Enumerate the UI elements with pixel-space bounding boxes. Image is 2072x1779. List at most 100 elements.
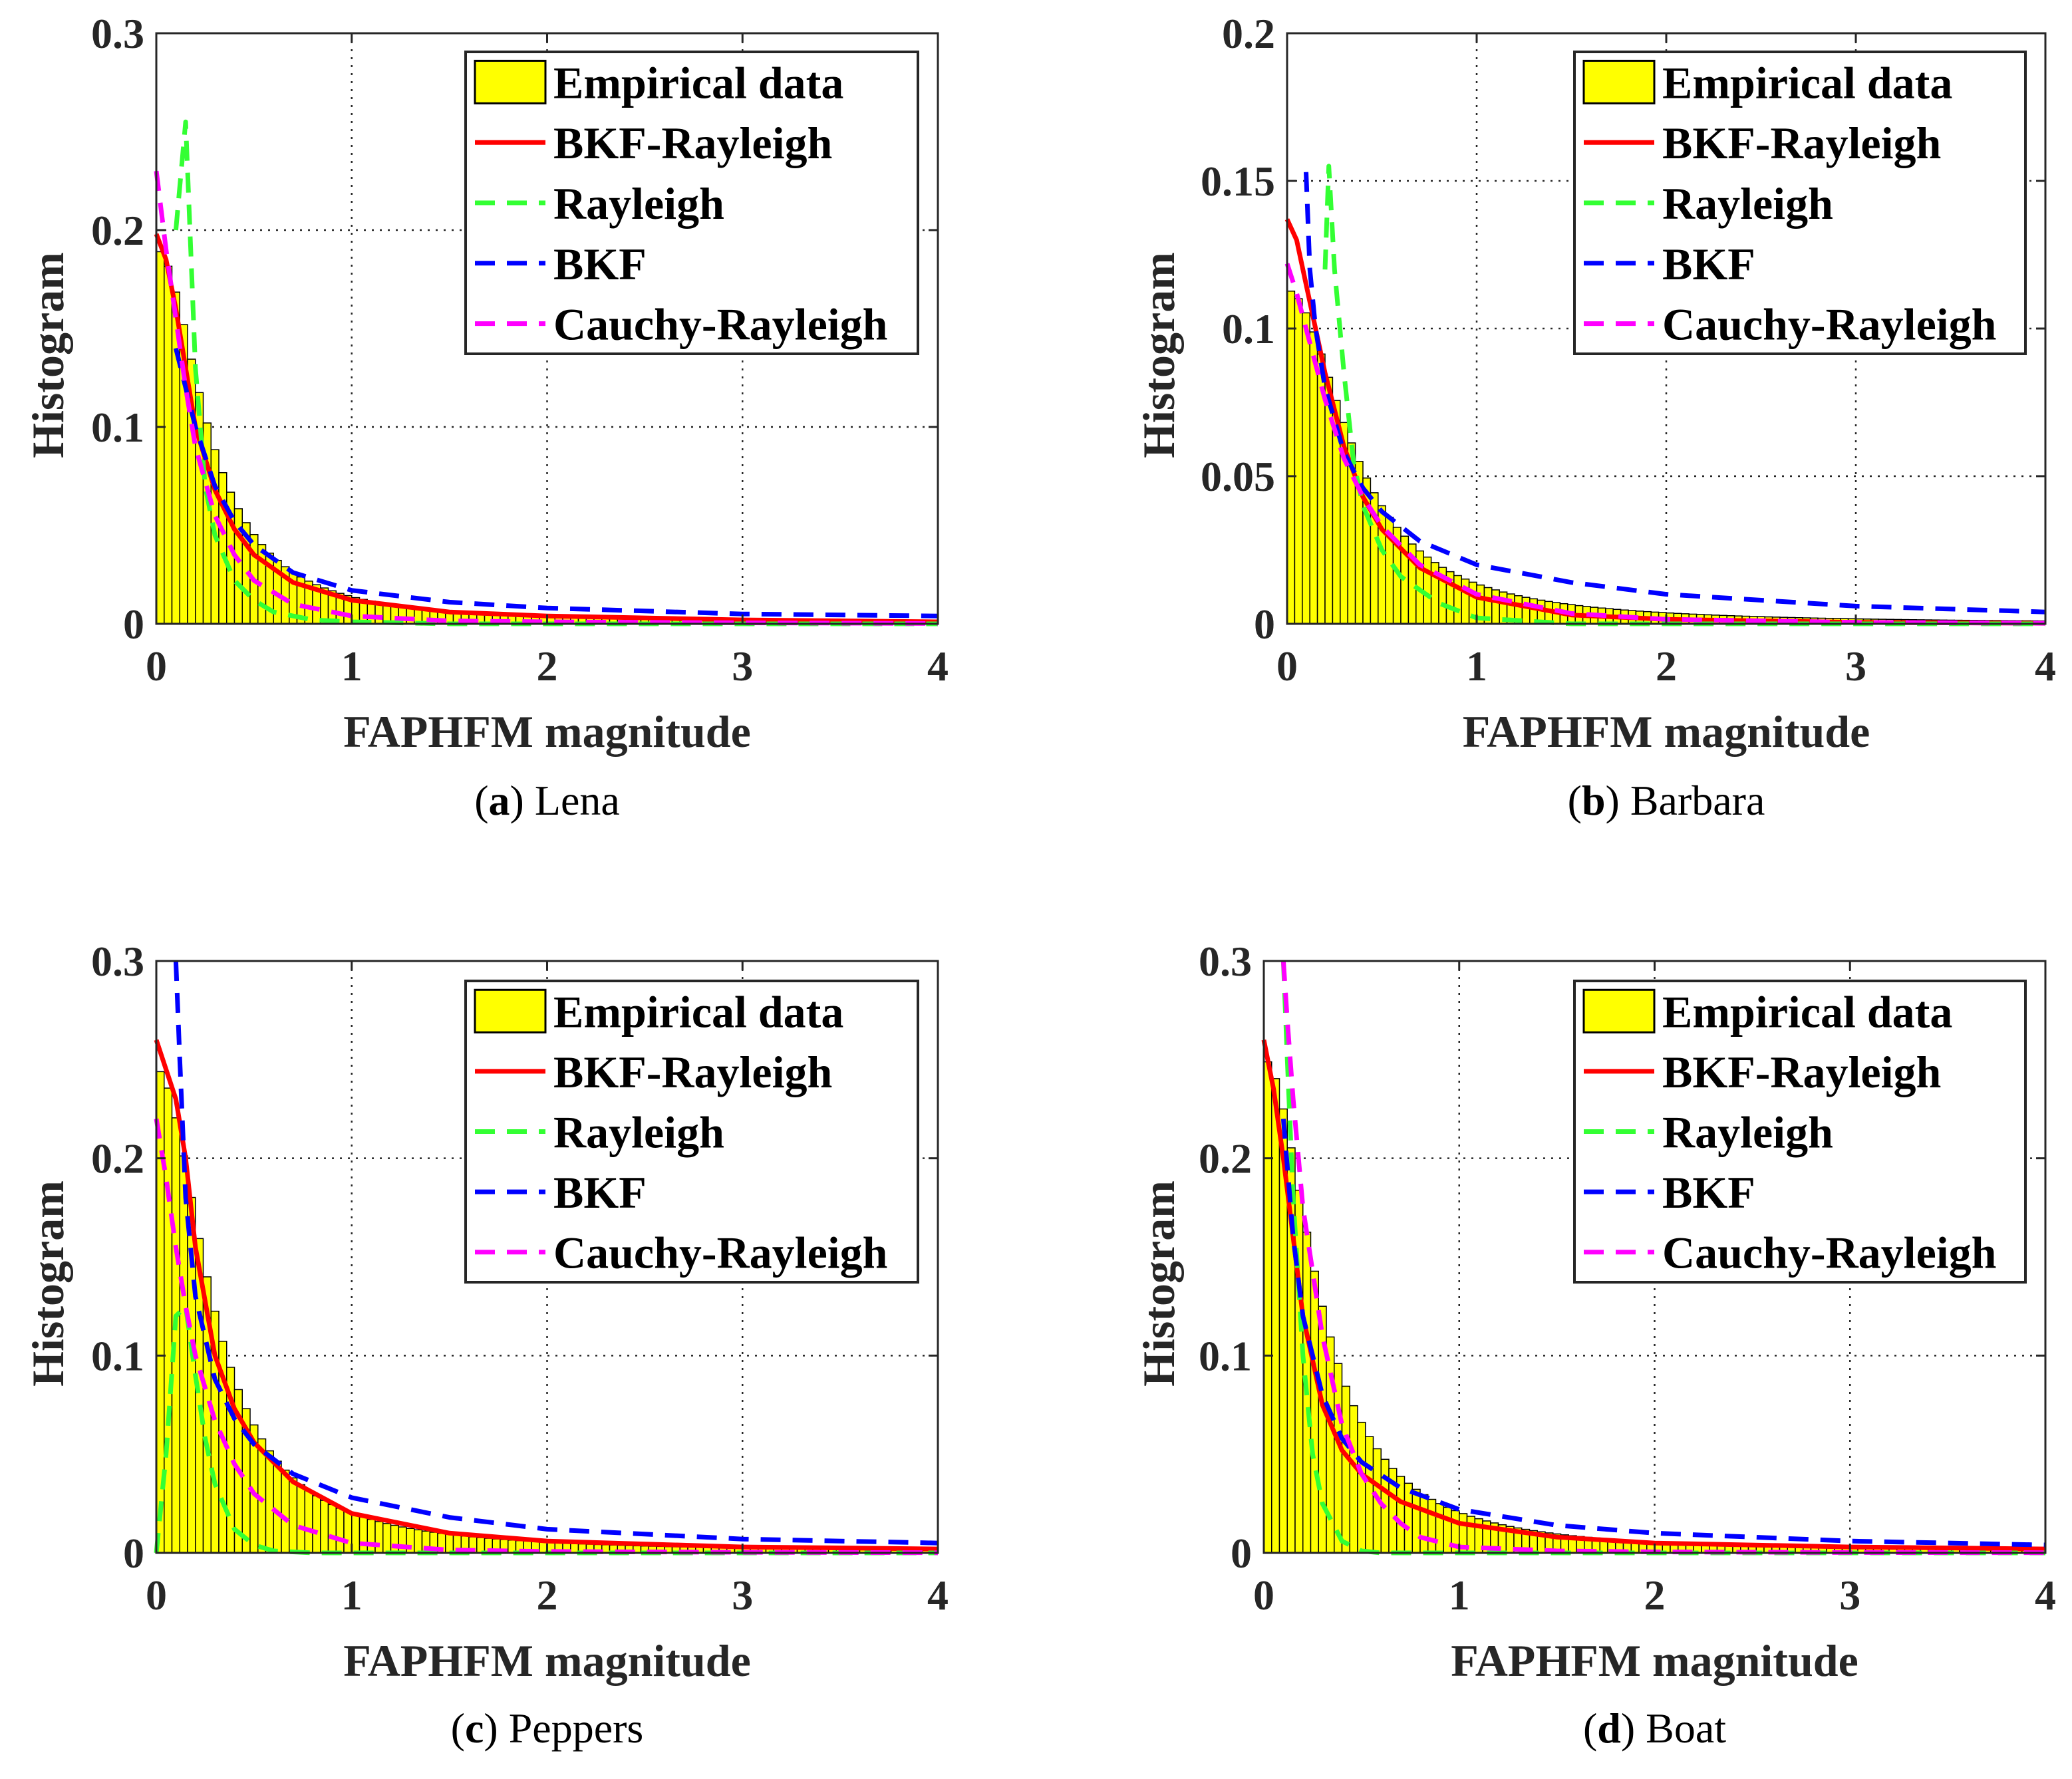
panel-b-legend-label: Empirical data xyxy=(1662,57,1952,108)
panel-c-legend-swatch-empirical xyxy=(474,988,547,1033)
panel-b-xlabel: FAPHFM magnitude xyxy=(1463,706,1870,757)
panel-b: 0 1 2 3 4 0 0.05 0.1 0.15 0.2 FAPHFM magnitude Hist… xyxy=(1133,10,2056,824)
panel-a-caption-name: Lena xyxy=(535,777,620,824)
panel-a-legend-label: Cauchy-Rayleigh xyxy=(553,299,887,350)
panel-a-curve-bkf xyxy=(174,347,939,618)
panel-a-legend-label: Empirical data xyxy=(553,57,843,108)
panel-b-hist-bar xyxy=(1491,589,1500,624)
panel-a-hist-bar xyxy=(156,251,165,624)
panel-b-ylabel: Histogram xyxy=(1133,252,1184,458)
panel-d-curve-cauchy-rayleigh xyxy=(1280,960,2046,1556)
panel-c-legend-label: BKF-Rayleigh xyxy=(553,1047,832,1097)
panel-b-xtick-label: 0 xyxy=(1276,642,1298,690)
panel-b-curve-cauchy-rayleigh xyxy=(1284,263,2046,626)
panel-c-xtick-label: 4 xyxy=(927,1572,949,1619)
panel-c-hist-bar xyxy=(382,1523,392,1554)
panel-b-legend-label: BKF-Rayleigh xyxy=(1662,118,1941,168)
panel-a-ytick-label: 0.3 xyxy=(91,10,144,57)
panel-d-hist-bar xyxy=(1435,1503,1444,1554)
panel-d-legend-swatch-empirical xyxy=(1582,988,1656,1033)
panel-b-ytick-label: 0 xyxy=(1254,601,1275,648)
panel-d-hist-bar xyxy=(1419,1494,1429,1554)
panel-a-xtick-label: 2 xyxy=(537,642,558,690)
panel-d-ytick-label: 0.3 xyxy=(1199,938,1252,985)
panel-c-hist-bar xyxy=(179,1155,188,1554)
panel-b-curve-rayleigh xyxy=(1322,164,2045,626)
panel-d: 0 1 2 3 4 0 0.1 0.2 0.3 FAPHFM magnitude Histogram… xyxy=(1133,938,2056,1752)
panel-d-legend-label: Empirical data xyxy=(1662,986,1952,1037)
panel-d-hist-bar xyxy=(1271,1078,1280,1554)
panel-d-legend-label: BKF-Rayleigh xyxy=(1662,1047,1941,1097)
panel-a: 0 1 2 3 4 0 0.1 0.2 0.3 FAPHFM magnitude Histogram… xyxy=(23,10,949,824)
panel-d-caption: (d) Boat xyxy=(1583,1705,1726,1752)
panel-b-hist-bar xyxy=(1294,298,1303,624)
panel-c-caption: (c) Peppers xyxy=(451,1705,644,1752)
panel-c-hist-bar xyxy=(390,1524,399,1554)
panel-c-ytick-label: 0 xyxy=(123,1530,144,1577)
panel-a-xtick-label: 4 xyxy=(927,642,949,690)
panel-d-legend: Empirical data BKF-Rayleigh Rayleigh BKF Cau… xyxy=(1573,980,2027,1284)
panel-d-hist-bar xyxy=(1411,1488,1421,1554)
panel-c-xtick-label: 1 xyxy=(341,1572,363,1619)
panel-d-xtick-label: 1 xyxy=(1449,1572,1470,1619)
panel-c-hist-bar xyxy=(171,1117,180,1554)
panel-a-curve-cauchy-rayleigh xyxy=(154,170,939,626)
panel-b-ytick-label: 0.15 xyxy=(1201,158,1275,205)
panel-c-hist-bar xyxy=(281,1469,290,1554)
panel-d-legend-label: BKF xyxy=(1662,1167,1755,1218)
panel-d-xtick-label: 4 xyxy=(2035,1572,2056,1619)
panel-c-xtick-label: 2 xyxy=(537,1572,558,1619)
panel-c-hist-bar xyxy=(327,1504,337,1554)
panel-d-curve-bkf-rayleigh xyxy=(1261,1039,2046,1552)
panel-b-caption-name: Barbara xyxy=(1630,777,1765,824)
panel-c-hist-bar xyxy=(296,1484,305,1554)
panel-b-hist-bar xyxy=(1453,575,1462,624)
panel-c-curve-bkf xyxy=(173,960,939,1546)
panel-a-hist-bar xyxy=(164,265,173,624)
panel-a-xtick-label: 0 xyxy=(146,642,167,690)
panel-d-hist-bar xyxy=(1357,1421,1366,1554)
panel-c-hist-bar xyxy=(273,1460,282,1554)
panel-b-legend-label: Rayleigh xyxy=(1662,178,1833,229)
panel-d-hist-bar xyxy=(1365,1436,1374,1554)
panel-b-hist-bar xyxy=(1324,376,1334,624)
panel-c-caption-name: Peppers xyxy=(509,1705,644,1752)
panel-c-hist-bar xyxy=(289,1477,298,1554)
panel-d-xtick-label: 3 xyxy=(1839,1572,1860,1619)
panel-a-curve-bkf-rayleigh xyxy=(154,233,939,624)
panel-b-hist-bar xyxy=(1521,597,1531,624)
panel-c-hist-bar xyxy=(351,1514,361,1554)
panel-c-ytick-label: 0.2 xyxy=(91,1135,144,1182)
panel-b-legend-label: Cauchy-Rayleigh xyxy=(1662,299,1996,350)
panel-c-hist-bar xyxy=(414,1529,423,1554)
panel-d-caption-letter: d xyxy=(1597,1705,1621,1752)
panel-d-xtick-label: 2 xyxy=(1644,1572,1666,1619)
panel-b-hist-bar xyxy=(1286,290,1296,624)
panel-b-xtick-label: 1 xyxy=(1466,642,1487,690)
panel-c-hist-bar xyxy=(312,1495,321,1554)
panel-a-caption-letter: a xyxy=(489,777,510,824)
panel-a-legend-label: BKF-Rayleigh xyxy=(553,118,832,168)
panel-c: 0 1 2 3 4 0 0.1 0.2 0.3 FAPHFM magnitude Histogram… xyxy=(23,938,949,1752)
panel-a-caption: (a) Lena xyxy=(474,777,620,824)
panel-d-legend-label: Rayleigh xyxy=(1662,1107,1833,1158)
panel-c-legend-label: BKF xyxy=(553,1167,647,1218)
panel-c-histogram xyxy=(156,1071,939,1554)
panel-c-hist-bar xyxy=(265,1450,274,1554)
panel-d-hist-bar xyxy=(1341,1385,1350,1554)
panel-c-xlabel: FAPHFM magnitude xyxy=(343,1635,751,1686)
panel-b-ticks: 0 1 2 3 4 0 0.05 0.1 0.15 0.2 xyxy=(1201,10,2056,690)
panel-c-hist-bar xyxy=(445,1534,454,1554)
panel-d-ytick-label: 0.2 xyxy=(1199,1135,1252,1182)
panel-c-legend: Empirical data BKF-Rayleigh Rayleigh BKF Cau… xyxy=(464,980,919,1284)
panel-c-hist-bar xyxy=(374,1521,384,1554)
panel-c-ticks: 0 1 2 3 4 0 0.1 0.2 0.3 xyxy=(91,938,949,1619)
panel-c-hist-bar xyxy=(320,1500,329,1554)
panel-b-hist-bar xyxy=(1309,331,1318,624)
panel-d-legend-label: Cauchy-Rayleigh xyxy=(1662,1228,1996,1278)
panel-d-ytick-label: 0.1 xyxy=(1199,1332,1252,1379)
panel-a-ylabel: Histogram xyxy=(23,252,73,458)
panel-c-hist-bar xyxy=(367,1518,376,1554)
panel-b-curve-bkf xyxy=(1304,172,2046,615)
